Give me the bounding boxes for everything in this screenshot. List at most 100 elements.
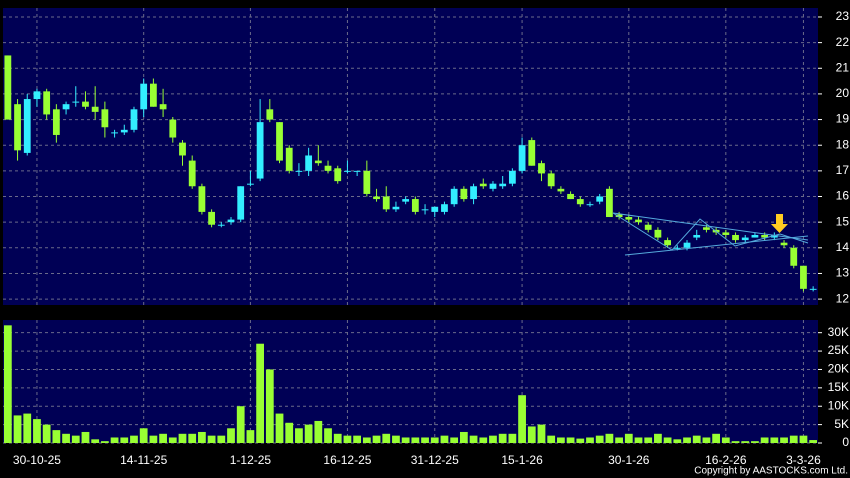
candle-body <box>809 288 817 290</box>
candle-body <box>479 183 487 187</box>
candle-body <box>130 109 138 130</box>
volume-bar <box>23 413 32 443</box>
y-tick-label: 20K <box>828 362 849 376</box>
candle-body <box>256 122 264 179</box>
volume-bar <box>537 424 546 443</box>
volume-bar <box>469 435 478 443</box>
volume-bar <box>314 420 323 443</box>
candle-body <box>732 234 739 241</box>
candle-body <box>23 99 31 153</box>
volume-bar <box>751 441 759 443</box>
candle-body <box>770 234 778 238</box>
candle-body <box>635 219 642 223</box>
volume-bar <box>741 441 750 443</box>
volume-bar <box>81 431 90 443</box>
x-tick-label: 1-12-25 <box>230 453 272 467</box>
volume-bar <box>353 435 362 443</box>
volume-bar <box>71 435 80 443</box>
candle-body <box>159 104 167 110</box>
candle-body <box>644 224 652 230</box>
volume-bar <box>362 437 371 443</box>
volume-bar <box>518 395 526 443</box>
y-tick-label: 5K <box>834 417 849 431</box>
candle-body <box>528 140 536 166</box>
x-tick-label: 16-12-25 <box>323 453 371 467</box>
volume-bar <box>139 428 148 443</box>
volume-bar <box>295 428 303 443</box>
y-tick-label: 18 <box>836 137 850 151</box>
volume-bar <box>227 428 235 443</box>
y-tick-label: 10K <box>828 398 849 412</box>
candle-body <box>790 247 798 266</box>
x-tick-label: 30-1-26 <box>608 453 650 467</box>
candle-body <box>780 242 788 246</box>
candle-body <box>334 168 342 182</box>
candle-body <box>567 193 574 200</box>
candle-body <box>111 132 118 134</box>
candle-body <box>557 188 565 192</box>
candle-body <box>208 211 215 225</box>
plot-layer: 12 13 14 15 16 17 18 19 20 21 22 23 0 5K 10K 15K 20K 25K 3… <box>3 8 849 467</box>
volume-bar <box>33 419 41 443</box>
y-tick-label: 14 <box>836 240 850 254</box>
candle-body <box>120 129 128 133</box>
volume-bar <box>392 435 400 443</box>
volume-bar <box>508 433 517 443</box>
volume-bar <box>644 437 653 443</box>
candle-body <box>693 234 701 238</box>
candle-body <box>431 206 439 212</box>
y-tick-label: 15K <box>828 380 849 394</box>
volume-bar <box>605 433 614 443</box>
candle-body <box>295 170 303 172</box>
volume-bar <box>731 441 740 443</box>
candle-body <box>324 165 332 171</box>
y-tick-label: 19 <box>836 112 850 126</box>
candle-body <box>441 204 448 212</box>
volume-bar <box>275 413 284 443</box>
volume-bar <box>527 426 536 443</box>
candle-body <box>751 234 759 238</box>
volume-bar <box>489 435 497 443</box>
candle-body <box>344 170 351 172</box>
candle-body <box>606 188 613 218</box>
y-tick-label: 21 <box>836 60 850 74</box>
volume-bar <box>421 437 429 443</box>
candle-body <box>4 55 12 120</box>
volume-bar <box>799 435 808 443</box>
x-tick-label: 30-10-25 <box>13 453 61 467</box>
volume-bar <box>91 439 100 443</box>
y-tick-label: 17 <box>836 163 850 177</box>
x-tick-label: 14-11-25 <box>120 453 167 467</box>
volume-bar <box>595 435 604 443</box>
candle-body <box>227 219 235 223</box>
zigzag-line <box>612 212 809 251</box>
volume-bar <box>663 437 672 443</box>
volume-bar <box>634 437 643 443</box>
candle-body <box>800 265 807 289</box>
volume-bar <box>178 433 187 443</box>
candle-body <box>179 142 186 156</box>
candle-body <box>722 232 730 235</box>
volume-bar <box>62 433 70 443</box>
y-tick-label: 0 <box>842 435 849 449</box>
price-panel <box>3 8 818 305</box>
volume-bar <box>547 435 556 443</box>
volume-bar <box>324 428 332 443</box>
candle-body <box>169 119 177 138</box>
candle-body <box>363 170 371 194</box>
volume-bar <box>479 437 488 443</box>
candle-body <box>654 229 662 238</box>
candle-body <box>499 183 507 187</box>
candle-body <box>237 186 245 220</box>
volume-bar <box>333 433 342 443</box>
volume-bar <box>576 438 585 443</box>
volume-bar <box>586 437 594 443</box>
candle-body <box>402 199 410 202</box>
volume-bar <box>498 433 507 443</box>
candle-body <box>382 196 390 210</box>
volume-bar <box>624 433 633 443</box>
volume-bar <box>304 424 313 443</box>
volume-bar <box>673 439 682 443</box>
candle-body <box>101 109 109 128</box>
